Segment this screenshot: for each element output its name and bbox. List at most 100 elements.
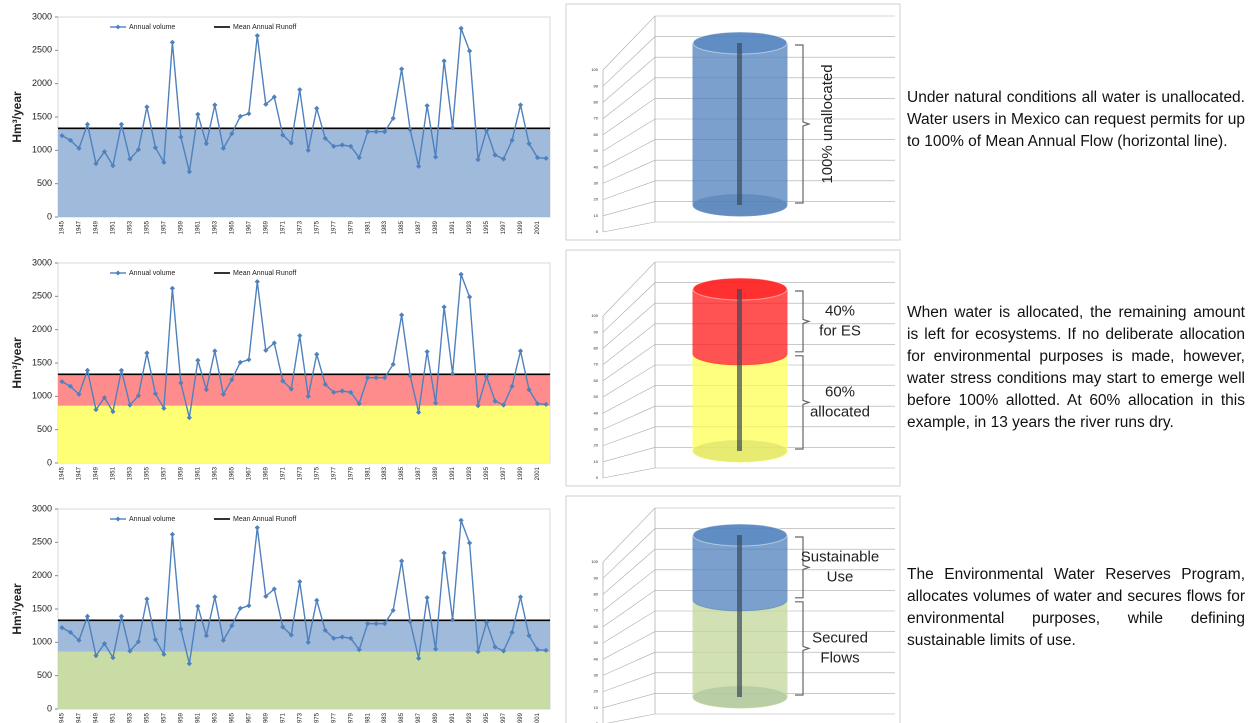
point: [186, 415, 192, 421]
grid-line: [602, 548, 895, 595]
point: [339, 142, 345, 148]
point: [152, 391, 159, 397]
legend-label: Annual volume: [129, 24, 175, 31]
x-tick-label: 1947: [77, 466, 83, 480]
grid-line: [602, 447, 895, 463]
text-panel: When water is allocated, the remaining a…: [907, 248, 1245, 488]
y-tick-label: 30: [594, 426, 599, 431]
x-tick-label: 1965: [229, 466, 235, 480]
point: [356, 647, 362, 653]
y-tick-label: 1500: [32, 603, 52, 613]
point: [466, 540, 473, 546]
point: [271, 94, 277, 100]
y-tick-label: 80: [594, 345, 599, 350]
point: [212, 594, 218, 600]
point: [93, 161, 99, 167]
grid-line: [602, 385, 895, 414]
point: [297, 579, 303, 585]
segment-label: Use: [827, 568, 854, 585]
point: [246, 603, 252, 609]
point: [441, 58, 447, 64]
point: [399, 312, 405, 318]
y-tick-label: 70: [594, 362, 599, 367]
grid-line: [602, 405, 895, 430]
y-tick-label: 100: [591, 67, 598, 72]
point: [416, 655, 422, 661]
x-tick-label: 1993: [467, 712, 473, 723]
grid-line: [602, 159, 895, 184]
point: [424, 103, 430, 109]
point: [382, 375, 388, 381]
point: [424, 349, 430, 355]
y-tick-label: 1500: [32, 357, 52, 367]
y-tick-label: 2500: [32, 291, 52, 301]
text-panel: The Environmental Water Reserves Program…: [907, 493, 1245, 723]
point: [237, 359, 243, 365]
x-tick-label: 2001: [535, 712, 541, 723]
point: [305, 393, 311, 399]
point: [203, 387, 209, 393]
point: [212, 102, 218, 108]
y-tick-label: 3000: [32, 257, 52, 267]
y-tick-label: 0: [47, 211, 52, 221]
x-tick-label: 1957: [161, 220, 167, 234]
x-tick-label: 1971: [280, 466, 286, 480]
point: [543, 401, 549, 407]
point: [254, 279, 260, 285]
x-tick-label: 2001: [535, 466, 541, 480]
point: [382, 129, 388, 135]
x-tick-label: 1993: [467, 466, 473, 480]
point: [186, 169, 192, 175]
point: [339, 388, 345, 394]
series-line: [61, 274, 547, 418]
paragraph: The Environmental Water Reserves Program…: [907, 566, 1245, 649]
x-tick-label: 1999: [518, 220, 524, 234]
grid-line: [602, 118, 895, 152]
point: [305, 639, 311, 645]
point: [195, 603, 201, 609]
x-tick-label: 1963: [212, 220, 218, 234]
point: [373, 621, 379, 627]
segment-label: 60%: [825, 383, 855, 400]
point: [382, 621, 388, 627]
point: [178, 626, 184, 632]
x-tick-label: 1989: [433, 220, 439, 234]
x-tick-label: 1967: [246, 712, 252, 723]
point: [466, 294, 473, 300]
point: [118, 121, 125, 127]
x-tick-label: 1981: [365, 712, 371, 723]
point: [365, 375, 371, 381]
grid-line: [602, 56, 895, 103]
point: [93, 653, 99, 659]
x-tick-label: 1965: [229, 220, 235, 234]
point: [229, 377, 235, 383]
x-tick-label: 1967: [246, 220, 252, 234]
grid-line: [602, 221, 895, 233]
point: [526, 387, 532, 393]
point: [348, 389, 354, 395]
legend-label: Mean Annual Runoff: [233, 516, 296, 523]
y-axis-label: Hm³/year: [10, 337, 24, 389]
point: [110, 409, 116, 415]
point: [348, 635, 354, 641]
point: [229, 623, 235, 629]
point: [458, 517, 464, 523]
x-tick-label: 1975: [314, 466, 320, 480]
y-tick-label: 2000: [32, 78, 52, 88]
point: [365, 621, 371, 627]
y-axis-label: Hm³/year: [10, 583, 24, 635]
x-tick-label: 1969: [263, 712, 269, 723]
brace: [795, 44, 811, 204]
legend-label: Annual volume: [129, 516, 175, 523]
x-tick-label: 1979: [348, 712, 354, 723]
point: [127, 648, 133, 654]
point: [144, 596, 150, 602]
point: [110, 163, 116, 169]
grid-line: [602, 302, 895, 349]
segment-label: allocated: [810, 403, 870, 420]
y-tick-label: 50: [594, 148, 599, 153]
point: [407, 127, 413, 133]
legend-label: Mean Annual Runoff: [233, 24, 296, 31]
point: [263, 593, 269, 599]
x-tick-label: 1983: [382, 220, 388, 234]
